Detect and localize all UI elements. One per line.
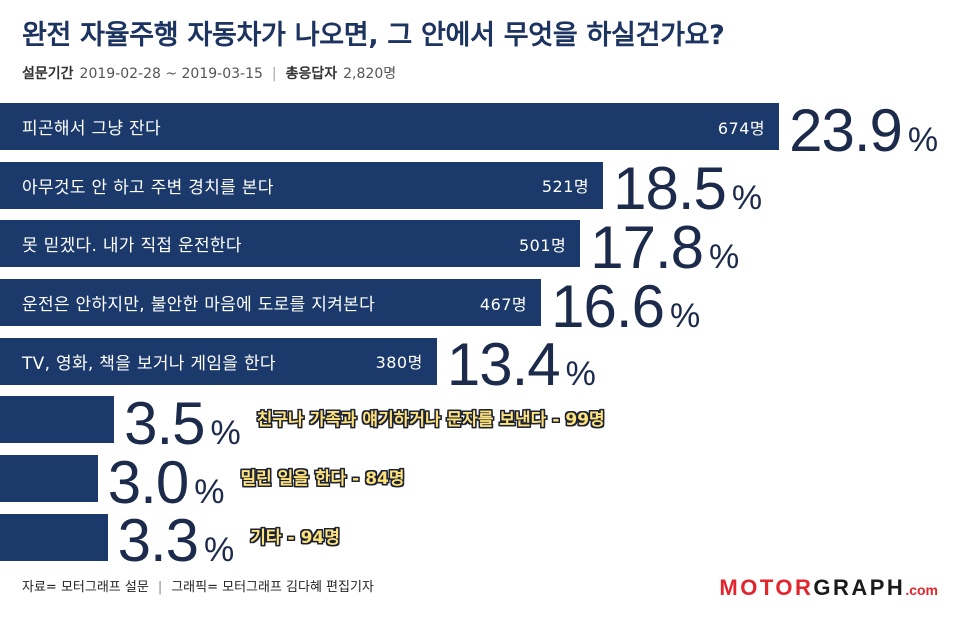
percent-sign: % (204, 531, 235, 570)
bar-row: 3.5% 친구나 가족과 얘기하거나 문자를 보낸다 -99명 (0, 393, 960, 453)
outside-label-separator: - (287, 527, 295, 548)
percent-value: 3.0 (107, 448, 189, 516)
survey-period-label: 설문기간 (22, 66, 74, 82)
outside-label-count: 99명 (565, 410, 605, 431)
bar: 운전은 안하지만, 불안한 마음에 도로를 지켜본다 467명 (0, 279, 542, 327)
percent-value: 3.3 (117, 507, 199, 575)
percent-sign: % (731, 179, 763, 218)
bar-row: 운전은 안하지만, 불안한 마음에 도로를 지켜본다 467명 16.6% (0, 276, 960, 336)
bar-count: 521명 (541, 177, 590, 197)
bar-count: 467명 (479, 294, 528, 314)
percent-label: 3.3% (118, 511, 235, 571)
outside-label-separator: - (352, 469, 360, 490)
bar: 피곤해서 그냥 잔다 674명 (0, 103, 780, 150)
outside-label-count: 94명 (300, 527, 340, 548)
outside-label-count: 84명 (365, 469, 405, 490)
survey-period: 2019-02-28 ~ 2019-03-15 (79, 66, 263, 82)
bar-label: 피곤해서 그냥 잔다 (22, 119, 161, 139)
logo-part-motor: MOTOR (719, 575, 814, 600)
bar-count: 501명 (519, 235, 567, 255)
bar-row: TV, 영화, 책을 보거나 게임을 한다 380명 13.4% (0, 335, 960, 395)
percent-value: 23.9 (789, 96, 903, 164)
percent-value: 3.5 (124, 389, 205, 457)
outside-label-text: 밀린 일을 한다 (240, 469, 347, 490)
percent-sign: % (669, 296, 701, 335)
bar-label: 운전은 안하지만, 불안한 마음에 도로를 지켜본다 (22, 295, 376, 316)
outside-label: 밀린 일을 한다 -84명 (240, 464, 404, 489)
percent-label: 13.4% (447, 335, 596, 395)
percent-sign: % (194, 472, 225, 511)
percent-label: 3.5% (124, 389, 241, 457)
percent-label: 3.0% (107, 448, 225, 516)
logo-part-graph: GRAPH (813, 575, 906, 600)
motorgraph-logo: MOTORGRAPH.com (719, 576, 938, 603)
bar-row: 3.3% 기타 -94명 (0, 511, 960, 571)
bar-count: 674명 (717, 118, 766, 138)
graphic-credit: 그래픽= 모터그래프 김다혜 편집기자 (171, 580, 374, 595)
bar-row: 피곤해서 그냥 잔다 674명 23.9% (0, 100, 960, 160)
chart-title: 완전 자율주행 자동차가 나오면, 그 안에서 무엇을 하실건가요? (22, 20, 725, 51)
percent-value: 13.4 (446, 331, 561, 399)
outside-label-text: 친구나 가족과 얘기하거나 문자를 보낸다 (256, 410, 547, 431)
percent-label: 16.6% (551, 272, 701, 340)
bar-chart: 피곤해서 그냥 잔다 674명 23.9% 아무것도 안 하고 주변 경치를 본다 52… (0, 100, 960, 573)
percent-label: 17.8% (590, 213, 740, 281)
percent-sign: % (210, 413, 241, 452)
bar-count: 380명 (375, 353, 423, 373)
source-credit: 자료= 모터그래프 설문 (22, 580, 149, 595)
percent-sign: % (565, 355, 596, 394)
bar: TV, 영화, 책을 보거나 게임을 한다 380명 (0, 337, 437, 385)
percent-sign: % (709, 237, 740, 276)
percent-value: 17.8 (590, 213, 704, 281)
bar (0, 396, 115, 444)
bar-row: 못 믿겠다. 내가 직접 운전한다 501명 17.8% (0, 217, 960, 277)
percent-label: 23.9% (789, 96, 939, 164)
percent-value: 18.5 (613, 155, 727, 223)
respondents-count: 2,820명 (343, 66, 397, 82)
percent-sign: % (907, 120, 939, 159)
bar-label: 못 믿겠다. 내가 직접 운전한다 (22, 236, 242, 257)
bar: 아무것도 안 하고 주변 경치를 본다 521명 (0, 161, 604, 209)
chart-subtitle: 설문기간 2019-02-28 ~ 2019-03-15 | 총응답자 2,820명 (22, 64, 396, 84)
subtitle-separator: | (271, 66, 277, 82)
bar-row: 아무것도 안 하고 주변 경치를 본다 521명 18.5% (0, 159, 960, 219)
bar (0, 455, 98, 503)
outside-label: 친구나 가족과 얘기하거나 문자를 보낸다 -99명 (257, 405, 605, 430)
logo-part-domain: .com (905, 582, 938, 598)
percent-label: 18.5% (613, 159, 762, 219)
bar-label: TV, 영화, 책을 보거나 게임을 한다 (22, 353, 276, 374)
outside-label-text: 기타 (250, 527, 282, 548)
footer-separator: | (157, 580, 163, 595)
outside-label: 기타 -94명 (250, 523, 340, 548)
respondents-label: 총응답자 (285, 66, 338, 82)
bar (0, 513, 108, 561)
bar-label: 아무것도 안 하고 주변 경치를 본다 (22, 177, 274, 198)
bar: 못 믿겠다. 내가 직접 운전한다 501명 (0, 220, 581, 268)
footer-credits: 자료= 모터그래프 설문 | 그래픽= 모터그래프 김다혜 편집기자 (22, 578, 374, 598)
percent-value: 16.6 (551, 272, 665, 340)
outside-label-separator: - (552, 410, 560, 431)
bar-row: 3.0% 밀린 일을 한다 -84명 (0, 452, 960, 512)
